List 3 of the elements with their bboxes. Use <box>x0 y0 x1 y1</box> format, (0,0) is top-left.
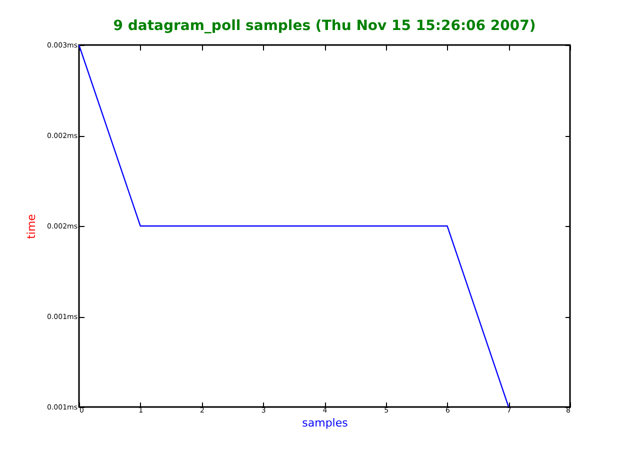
x-axis-title: samples <box>302 416 348 430</box>
y-axis-title: time <box>24 214 38 239</box>
chart-title: 9 datagram_poll samples (Thu Nov 15 15:26:06 2007) <box>113 18 536 34</box>
